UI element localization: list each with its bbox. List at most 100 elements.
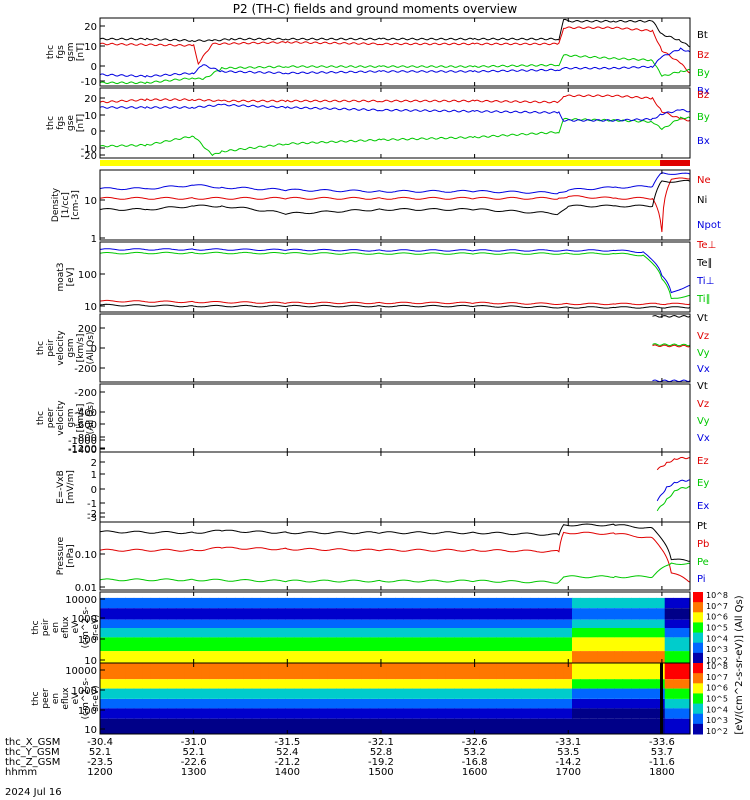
- y-axis-label-line: thc: [46, 116, 56, 130]
- y-tick-label: -200: [74, 388, 97, 399]
- heat-cell: [555, 688, 565, 699]
- heat-cell: [470, 619, 480, 628]
- heat-cell: [302, 663, 312, 680]
- heat-cell: [555, 628, 565, 638]
- heat-cell: [108, 688, 118, 699]
- heat-cell: [142, 637, 152, 652]
- heat-cell: [226, 619, 236, 628]
- heat-cell: [386, 718, 396, 734]
- heat-cell: [496, 608, 506, 620]
- heat-cell: [327, 608, 337, 620]
- heat-cell: [664, 679, 674, 689]
- heat-cell: [513, 651, 522, 663]
- data-gap: [660, 663, 663, 734]
- heat-cell: [555, 699, 565, 709]
- heat-cell: [150, 663, 160, 680]
- heat-cell: [361, 718, 371, 734]
- heat-cell: [218, 637, 227, 652]
- heat-cell: [521, 619, 531, 628]
- heat-cell: [218, 597, 227, 609]
- heat-cell: [125, 597, 135, 609]
- heat-cell: [209, 608, 219, 620]
- heat-cell: [605, 651, 615, 663]
- series-line-efield: [656, 485, 691, 512]
- heat-cell: [538, 688, 548, 699]
- heat-cell: [167, 688, 177, 699]
- heat-cell: [496, 637, 506, 652]
- heat-cell: [344, 637, 354, 652]
- heat-cell: [310, 637, 320, 652]
- heat-cell: [125, 619, 135, 628]
- heat-cell: [336, 688, 345, 699]
- heat-cell: [310, 651, 320, 663]
- heat-cell: [251, 699, 261, 709]
- heat-cell: [167, 651, 177, 663]
- panel-efield: Ez Ey Ex 21 0 -1-2-3 E=-VxB [mV/m]: [56, 451, 709, 524]
- heat-cell: [234, 718, 244, 734]
- heat-cell: [673, 699, 683, 709]
- heat-cell: [420, 663, 430, 680]
- heat-cell: [538, 651, 548, 663]
- heat-cell: [150, 608, 160, 620]
- heat-cell: [614, 699, 624, 709]
- legend-entry: Ti⊥: [696, 276, 714, 287]
- y-axis-label: thc peer en eflux eV (cm^2-s-sr-eV): [31, 678, 101, 720]
- legend-entry: Pb: [697, 539, 709, 550]
- heat-cell: [150, 688, 160, 699]
- panel-peer_en_eflux: 10^8 10^7 10^6 10^510^4 10^3 10^2 10000 1000 100…: [31, 662, 728, 736]
- heat-cell: [504, 679, 514, 689]
- heat-cell: [251, 619, 261, 628]
- heat-cell: [639, 718, 649, 734]
- y-tick-label: 1000: [72, 686, 97, 697]
- heat-cell: [234, 679, 244, 689]
- heat-cell: [116, 708, 126, 719]
- heat-cell: [656, 628, 666, 638]
- heat-cell: [293, 608, 303, 620]
- y-tick-label: 1: [91, 234, 97, 245]
- heat-cell: [243, 688, 253, 699]
- heat-cell: [175, 628, 185, 638]
- heat-cell: [293, 597, 303, 609]
- heat-cell: [420, 651, 430, 663]
- heat-cell: [631, 663, 640, 680]
- heat-cell: [622, 679, 632, 689]
- heat-cell: [150, 708, 160, 719]
- heat-cell: [268, 679, 278, 689]
- heat-cell: [386, 628, 396, 638]
- series-line-pressure: [99, 562, 691, 584]
- heat-cell: [445, 718, 455, 734]
- heat-cell: [411, 679, 421, 689]
- legend-entry: Vz: [697, 331, 709, 342]
- heat-cell: [504, 597, 514, 609]
- heat-cell: [445, 608, 455, 620]
- heat-cell: [572, 619, 581, 628]
- ephemeris-label: hhmm: [5, 767, 37, 778]
- heat-cell: [437, 663, 447, 680]
- y-tick-label: 20: [84, 94, 97, 105]
- heat-cell: [681, 608, 691, 620]
- y-tick-label: -1: [87, 499, 97, 510]
- heat-cell: [116, 718, 126, 734]
- heat-cell: [647, 718, 657, 734]
- heat-cell: [639, 679, 649, 689]
- colorbar-swatch: [693, 693, 703, 705]
- heat-cell: [293, 663, 303, 680]
- heat-cell: [555, 663, 565, 680]
- heat-cell: [647, 708, 657, 719]
- heat-cell: [588, 597, 598, 609]
- heat-cell: [310, 699, 320, 709]
- heat-cell: [310, 679, 320, 689]
- y-axis-label: thc peir velocity gsm [km/s] (All Qs): [36, 330, 96, 366]
- legend-entry: Pe: [697, 557, 709, 568]
- panel-peer_velocity: Vt Vz Vy Vx -200 -400-600 -800-1000-1200-1400 t…: [36, 381, 710, 456]
- heat-cell: [243, 619, 253, 628]
- heat-cell: [479, 663, 489, 680]
- heat-cell: [352, 619, 362, 628]
- heat-cell: [437, 651, 447, 663]
- heat-cell: [420, 708, 430, 719]
- heat-cell: [664, 619, 674, 628]
- series-line-peir_velocity: [652, 343, 691, 347]
- heat-cell: [125, 608, 135, 620]
- heat-cell: [454, 628, 463, 638]
- heat-cell: [445, 619, 455, 628]
